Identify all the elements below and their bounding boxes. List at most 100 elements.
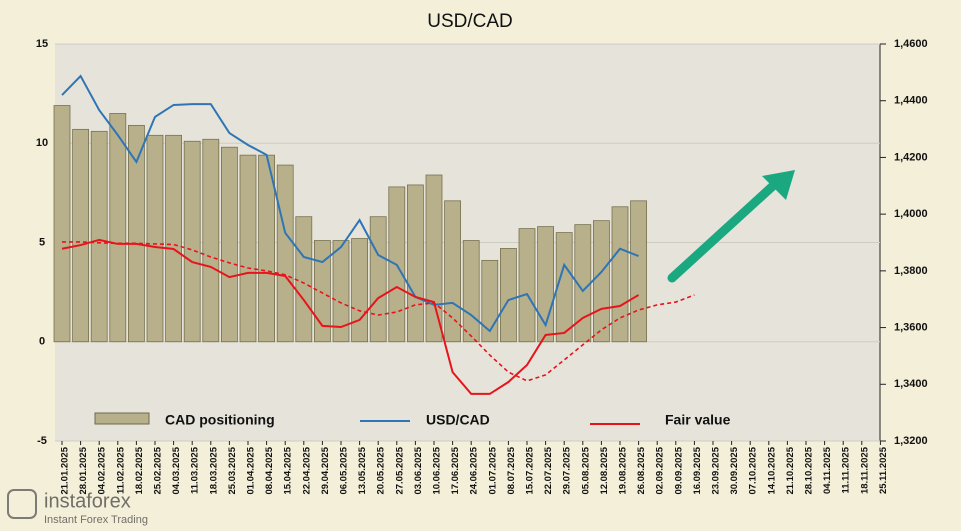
arrow-head bbox=[762, 170, 795, 200]
y2-tick-label: 1,4000 bbox=[894, 208, 928, 220]
x-tick-label: 11.02.2025 bbox=[115, 446, 126, 494]
x-tick-label: 10.06.2025 bbox=[432, 446, 443, 494]
x-tick-label: 22.07.2025 bbox=[543, 446, 554, 494]
y2-tick-label: 1,3200 bbox=[894, 435, 928, 447]
bar bbox=[295, 216, 313, 343]
y-tick-label: -5 bbox=[37, 435, 47, 447]
watermark: instaforex Instant Forex Trading bbox=[7, 489, 148, 526]
x-tick-label: 08.04.2025 bbox=[264, 446, 275, 494]
y2-tick-label: 1,3800 bbox=[894, 265, 928, 277]
x-tick-label: 19.08.2025 bbox=[618, 446, 629, 494]
bar bbox=[351, 238, 369, 343]
x-tick-label: 23.09.2025 bbox=[711, 446, 722, 494]
y2-tick-label: 1,4600 bbox=[894, 38, 928, 50]
bar bbox=[72, 128, 89, 343]
bar bbox=[555, 232, 573, 343]
x-tick-label: 22.04.2025 bbox=[301, 446, 312, 494]
bar bbox=[165, 134, 183, 343]
x-tick-label: 03.06.2025 bbox=[413, 446, 424, 494]
arrow bbox=[667, 170, 795, 283]
x-tick-label: 25.02.2025 bbox=[153, 446, 164, 494]
bar bbox=[220, 146, 238, 343]
x-tick-label: 18.02.2025 bbox=[134, 446, 145, 494]
x-tick-label: 20.05.2025 bbox=[376, 446, 387, 494]
y2-tick-label: 1,4400 bbox=[894, 95, 928, 107]
logo bbox=[7, 489, 37, 519]
x-tick-label: 16.09.2025 bbox=[692, 446, 703, 494]
x-tick-label: 28.10.2025 bbox=[804, 446, 815, 494]
bar bbox=[146, 134, 164, 343]
y2-tick-label: 1,3600 bbox=[894, 321, 928, 333]
bar bbox=[499, 248, 517, 343]
x-tick-label: 04.03.2025 bbox=[171, 446, 182, 494]
x-tick-label: 15.04.2025 bbox=[283, 446, 294, 494]
x-tick-label: 09.09.2025 bbox=[673, 446, 684, 494]
bar bbox=[369, 216, 387, 343]
bar bbox=[593, 220, 610, 343]
x-tick-label: 13.05.2025 bbox=[357, 446, 368, 494]
x-tick-label: 29.07.2025 bbox=[562, 446, 573, 494]
legend: CAD positioning USD/CAD Fair value bbox=[94, 412, 731, 428]
x-tick-label: 25.11.2025 bbox=[878, 446, 889, 494]
y-tick-label: 0 bbox=[39, 336, 45, 348]
watermark-brand: instaforex bbox=[44, 490, 131, 512]
legend-swatch bbox=[94, 412, 150, 425]
x-tick-label: 15.07.2025 bbox=[525, 446, 536, 494]
x-tick-label: 17.06.2025 bbox=[450, 446, 461, 494]
x-tick-label: 26.08.2025 bbox=[636, 446, 647, 494]
bar bbox=[90, 130, 108, 343]
bar bbox=[53, 105, 71, 343]
x-tick-label: 24.06.2025 bbox=[469, 446, 480, 494]
y2-tick-label: 1,3400 bbox=[894, 378, 928, 390]
y-tick-label: 10 bbox=[36, 137, 48, 149]
bar bbox=[611, 206, 629, 343]
x-tick-label: 18.03.2025 bbox=[208, 446, 219, 494]
bar bbox=[630, 200, 647, 343]
line bbox=[61, 238, 640, 395]
x-tick-label: 14.10.2025 bbox=[766, 446, 777, 494]
bar bbox=[109, 113, 127, 343]
bar bbox=[183, 140, 201, 343]
x-tick-label: 27.05.2025 bbox=[394, 446, 405, 494]
x-tick-label: 06.05.2025 bbox=[339, 446, 350, 494]
bar bbox=[444, 200, 462, 343]
legend-label: USD/CAD bbox=[426, 412, 490, 428]
bar bbox=[406, 184, 424, 343]
y-tick-label: 5 bbox=[39, 236, 45, 248]
x-tick-label: 28.01.2025 bbox=[78, 446, 89, 494]
y2-tick-label: 1,4200 bbox=[894, 151, 928, 163]
line bbox=[61, 74, 639, 333]
bar bbox=[313, 240, 331, 343]
watermark-tagline: Instant Forex Trading bbox=[44, 514, 148, 526]
x-tick-label: 21.10.2025 bbox=[785, 446, 796, 494]
x-tick-label: 04.11.2025 bbox=[822, 446, 833, 494]
bar bbox=[239, 154, 257, 343]
x-tick-label: 08.07.2025 bbox=[506, 446, 517, 494]
x-tick-label: 30.09.2025 bbox=[729, 446, 740, 494]
bar bbox=[276, 164, 294, 343]
x-tick-label: 12.08.2025 bbox=[599, 446, 610, 494]
x-tick-label: 29.04.2025 bbox=[320, 446, 331, 494]
y-tick-label: 15 bbox=[36, 38, 48, 50]
x-tick-label: 21.01.2025 bbox=[60, 446, 71, 494]
x-tick-label: 02.09.2025 bbox=[655, 446, 666, 494]
bar bbox=[127, 124, 145, 343]
bar bbox=[518, 228, 536, 343]
dashed-line bbox=[62, 241, 695, 382]
x-tick-label: 25.03.2025 bbox=[227, 446, 238, 494]
bar bbox=[202, 138, 220, 343]
x-tick-label: 01.07.2025 bbox=[487, 446, 498, 494]
x-tick-label: 07.10.2025 bbox=[748, 446, 759, 494]
bar bbox=[332, 240, 350, 343]
x-tick-label: 04.02.2025 bbox=[97, 446, 108, 494]
bar bbox=[481, 259, 499, 343]
x-tick-label: 11.11.2025 bbox=[841, 446, 852, 493]
bar bbox=[462, 240, 480, 343]
x-tick-label: 05.08.2025 bbox=[580, 446, 591, 494]
chart-title: USD/CAD bbox=[427, 11, 513, 32]
bar bbox=[258, 154, 276, 343]
bar bbox=[425, 174, 443, 343]
x-tick-label: 18.11.2025 bbox=[859, 446, 870, 494]
